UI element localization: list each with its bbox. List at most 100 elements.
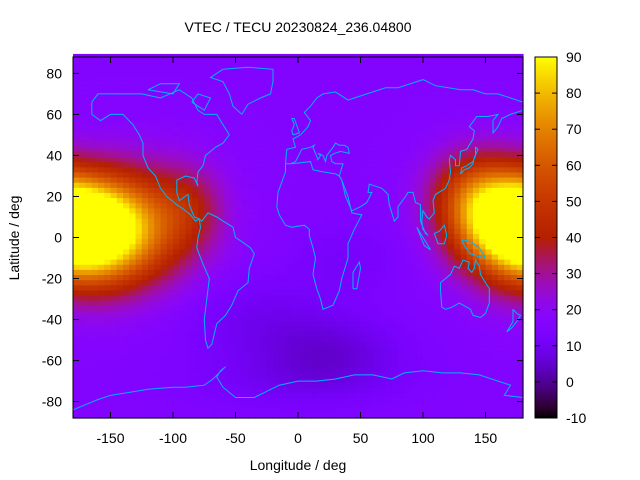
heatmap-cell: [341, 315, 349, 322]
heatmap-cell: [129, 387, 137, 393]
heatmap-cell: [73, 253, 80, 260]
heatmap-cell: [341, 100, 349, 106]
heatmap-cell: [216, 228, 224, 234]
heatmap-cell: [179, 207, 187, 214]
heatmap-cell: [291, 351, 299, 358]
heatmap-cell: [216, 69, 224, 76]
heatmap-cell: [435, 100, 443, 106]
heatmap-cell: [316, 125, 324, 132]
heatmap-cell: [129, 392, 137, 399]
heatmap-cell: [391, 228, 399, 234]
heatmap-cell: [279, 94, 287, 101]
heatmap-cell: [473, 361, 480, 368]
heatmap-cell: [354, 89, 362, 96]
heatmap-cell: [141, 392, 149, 399]
heatmap-cell: [385, 146, 393, 152]
heatmap-cell: [235, 253, 243, 260]
heatmap-cell: [229, 141, 237, 147]
heatmap-cell: [435, 212, 443, 219]
heatmap-cell: [254, 392, 262, 399]
heatmap-cell: [404, 202, 412, 209]
heatmap-cell: [448, 392, 455, 399]
heatmap-cell: [454, 141, 462, 147]
heatmap-cell: [241, 89, 249, 96]
heatmap-cell: [435, 351, 443, 358]
heatmap-cell: [260, 218, 268, 224]
heatmap-cell: [104, 151, 112, 158]
heatmap-cell: [429, 94, 437, 101]
heatmap-cell: [98, 79, 105, 86]
heatmap-cell: [329, 233, 337, 240]
heatmap-cell: [416, 289, 424, 296]
heatmap-cell: [435, 279, 443, 286]
heatmap-cell: [248, 202, 255, 209]
heatmap-cell: [404, 207, 412, 214]
heatmap-cell: [498, 100, 505, 106]
heatmap-cell: [341, 392, 349, 399]
heatmap-cell: [310, 402, 318, 409]
heatmap-cell: [385, 228, 393, 234]
heatmap-cell: [285, 238, 293, 245]
heatmap-cell: [391, 64, 399, 70]
heatmap-cell: [279, 264, 287, 270]
heatmap-cell: [254, 330, 262, 337]
heatmap-cell: [85, 361, 93, 368]
heatmap-cell: [198, 212, 205, 219]
heatmap-cell: [285, 407, 293, 414]
heatmap-cell: [385, 341, 393, 347]
heatmap-cell: [116, 125, 124, 132]
heatmap-cell: [129, 402, 137, 409]
heatmap-cell: [173, 274, 180, 281]
heatmap-cell: [441, 135, 449, 142]
heatmap-cell: [366, 361, 374, 368]
heatmap-cell: [160, 115, 168, 122]
heatmap-cell: [291, 141, 299, 147]
heatmap-cell: [416, 166, 424, 173]
heatmap-cell: [391, 248, 399, 255]
heatmap-cell: [354, 59, 362, 65]
heatmap-cell: [485, 397, 493, 404]
heatmap-cell: [160, 110, 168, 117]
heatmap-cell: [260, 64, 268, 70]
heatmap-cell: [185, 156, 193, 163]
heatmap-cell: [241, 402, 249, 409]
heatmap-cell: [98, 228, 105, 234]
heatmap-cell: [141, 330, 149, 337]
heatmap-cell: [435, 346, 443, 352]
heatmap-cell: [404, 146, 412, 152]
heatmap-cell: [329, 120, 337, 127]
heatmap-cell: [154, 294, 162, 301]
heatmap-cell: [304, 218, 312, 224]
heatmap-cell: [423, 110, 430, 117]
heatmap-cell: [423, 125, 430, 132]
heatmap-cell: [491, 171, 499, 178]
heatmap-cell: [398, 156, 405, 163]
heatmap-cell: [466, 382, 474, 388]
heatmap-cell: [229, 243, 237, 250]
heatmap-cell: [410, 289, 418, 296]
heatmap-cell: [504, 59, 512, 65]
heatmap-cell: [460, 146, 468, 152]
heatmap-cell: [466, 207, 474, 214]
heatmap-cell: [185, 166, 193, 173]
heatmap-cell: [498, 228, 505, 234]
heatmap-cell: [123, 202, 130, 209]
heatmap-cell: [166, 284, 174, 291]
heatmap-cell: [179, 120, 187, 127]
heatmap-cell: [191, 325, 199, 332]
heatmap-cell: [479, 330, 487, 337]
heatmap-cell: [360, 279, 368, 286]
heatmap-cell: [216, 135, 224, 142]
heatmap-cell: [279, 161, 287, 168]
heatmap-cell: [173, 243, 180, 250]
heatmap-cell: [335, 202, 343, 209]
heatmap-cell: [279, 84, 287, 91]
heatmap-cell: [185, 89, 193, 96]
heatmap-cell: [160, 330, 168, 337]
heatmap-cell: [479, 176, 487, 183]
heatmap-cell: [129, 228, 137, 234]
heatmap-cell: [148, 402, 155, 409]
heatmap-cell: [73, 407, 80, 414]
heatmap-cell: [173, 402, 180, 409]
heatmap-cell: [123, 387, 130, 393]
